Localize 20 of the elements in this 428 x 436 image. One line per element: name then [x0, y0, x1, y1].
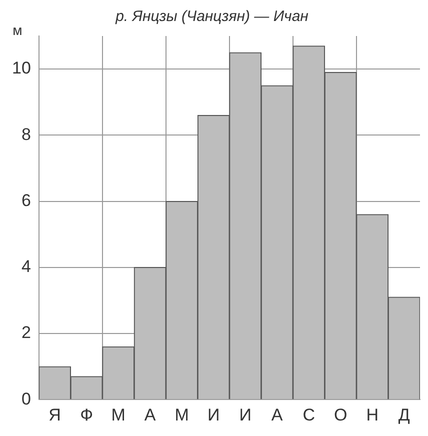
x-tick-label: А [144, 405, 156, 424]
y-tick-label: 0 [21, 389, 31, 408]
x-tick-label: А [271, 405, 284, 424]
y-tick-label: 8 [21, 124, 31, 144]
x-tick-label: М [111, 405, 126, 424]
y-tick-label: 2 [21, 323, 31, 342]
y-tick-label: 10 [12, 58, 31, 78]
x-tick-label: С [302, 405, 315, 424]
y-tick-label: 6 [21, 190, 31, 210]
x-tick-label: И [207, 405, 220, 424]
y-tick-label: 4 [21, 257, 31, 276]
x-tick-label: М [174, 405, 189, 424]
x-tick-label: О [334, 405, 348, 424]
x-tick-label: Я [48, 405, 61, 424]
chart-title: р. Янцзы (Чанцзян) — Ичан [114, 8, 308, 26]
x-tick-label: Ф [80, 405, 94, 424]
x-tick-label: Н [366, 405, 379, 424]
x-tick-label: Д [398, 405, 410, 424]
y-axis-title: м [12, 22, 22, 38]
x-tick-label: И [239, 405, 252, 424]
